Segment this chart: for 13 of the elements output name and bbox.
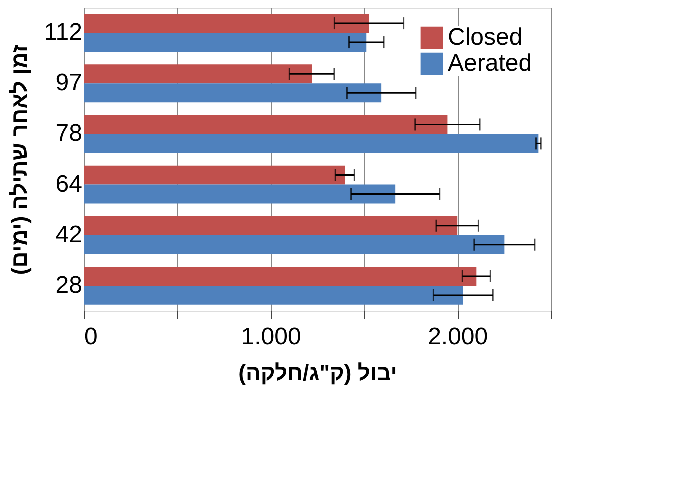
y-tick-label: 78 [56,120,82,148]
y-tick-label: 112 [44,19,82,46]
legend-label: Aerated [448,50,532,77]
y-tick-label: 42 [56,221,82,248]
x-tick-label: 0 [84,324,98,350]
x-tick-label: 1.000 [241,324,302,350]
y-axis-title: זמן לאחר שתילה (ימים) [7,44,32,276]
x-axis-title: יבול (ק"ג/חלקה) [238,360,398,386]
y-tick-label: 97 [56,70,82,97]
x-tick-label: 2.000 [428,324,488,350]
y-tick-label: 64 [56,170,82,198]
y-tick-label: 28 [56,272,82,299]
legend-label: Closed [448,24,523,51]
